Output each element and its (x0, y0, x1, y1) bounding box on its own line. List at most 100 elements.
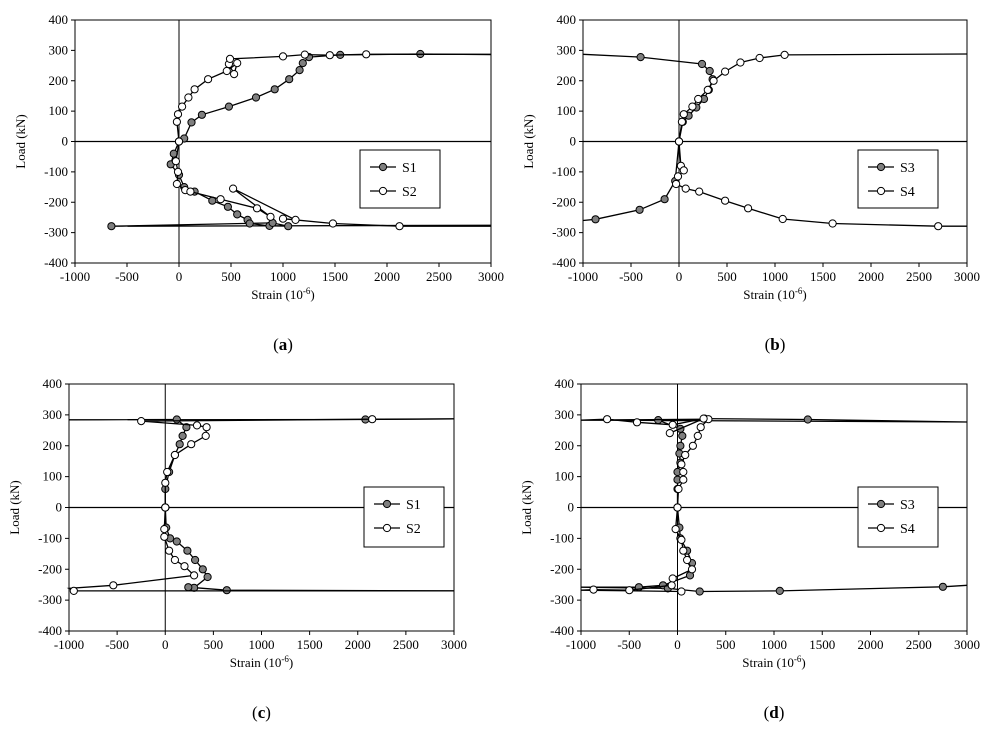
y-tick-label: 400 (555, 376, 575, 391)
data-point-s4 (679, 166, 688, 175)
panel-letter: a (279, 335, 288, 354)
data-point-s4 (688, 102, 697, 111)
data-point-s2 (178, 102, 187, 111)
y-tick-label: -400 (44, 255, 68, 270)
data-point-s2 (216, 195, 225, 204)
data-point-s1 (191, 555, 200, 565)
y-tick-label: 300 (49, 42, 69, 57)
data-point-s2 (174, 137, 184, 146)
data-point-s2 (204, 75, 213, 84)
data-point-s2 (230, 70, 239, 79)
data-point-s2 (160, 525, 169, 534)
y-tick-label: 100 (555, 469, 575, 484)
data-point-s1 (203, 572, 212, 582)
data-point-s2 (202, 423, 211, 432)
x-tick-label: 1000 (249, 637, 275, 652)
data-point-s4 (755, 53, 764, 63)
x-tick-label: 2000 (858, 637, 884, 652)
y-tick-label: -300 (44, 225, 68, 240)
series-line-s2 (176, 53, 491, 142)
legend-label: S1 (406, 498, 421, 513)
y-tick-label: -200 (552, 194, 576, 209)
data-point-s2 (187, 440, 196, 449)
y-tick-label: -400 (550, 623, 574, 638)
x-tick-label: 0 (162, 637, 169, 652)
x-tick-label: 0 (674, 637, 681, 652)
x-axis-label: Strain (10-6) (743, 286, 806, 302)
x-tick-label: 2000 (345, 637, 371, 652)
legend-label: S1 (402, 161, 417, 176)
data-point-s1 (295, 66, 304, 75)
legend-label: S3 (900, 161, 915, 176)
data-point-s1 (172, 537, 181, 546)
y-tick-label: -200 (550, 561, 574, 576)
y-tick-label: 300 (555, 407, 575, 422)
panel-label: (a) (273, 335, 293, 354)
data-point-s2 (163, 467, 172, 477)
data-point-s2 (180, 562, 189, 571)
y-tick-label: 100 (49, 103, 69, 118)
x-tick-label: -1000 (568, 269, 598, 284)
data-point-s2 (186, 187, 195, 196)
data-point-s3 (635, 205, 644, 214)
y-tick-label: -100 (38, 530, 62, 545)
data-point-s2 (291, 215, 300, 224)
legend-frame (359, 149, 441, 209)
data-point-s2 (190, 85, 199, 94)
legend-marker (876, 162, 886, 172)
legend-marker (876, 186, 886, 196)
data-point-s1 (270, 85, 279, 94)
x-axis-label-text: Strain (10 (743, 287, 795, 302)
data-point-s3 (938, 582, 948, 591)
y-tick-label: 400 (43, 376, 63, 391)
data-point-s1 (107, 222, 116, 231)
y-tick-label: -100 (550, 530, 574, 545)
y-tick-label: -400 (552, 255, 576, 270)
legend: S3 S4 (857, 486, 939, 548)
data-point-s1 (245, 219, 254, 228)
data-point-s4 (679, 110, 688, 119)
y-tick-label: -100 (44, 164, 68, 179)
panel-label: (c) (252, 703, 271, 722)
data-point-s4 (934, 222, 943, 231)
data-point-s2 (173, 110, 183, 119)
data-point-s4 (696, 423, 705, 432)
data-point-s3 (803, 415, 812, 424)
series-line-s4 (678, 53, 968, 142)
data-point-s1 (284, 222, 293, 231)
x-tick-label: 3000 (441, 637, 467, 652)
data-point-s4 (672, 179, 681, 189)
data-point-s1 (182, 423, 191, 432)
data-point-s2 (368, 415, 377, 424)
data-point-s2 (161, 478, 170, 487)
data-point-s2 (170, 450, 179, 460)
y-tick-label: -200 (44, 194, 68, 209)
x-axis-label-text: Strain (10 (230, 655, 282, 670)
x-axis-label: Strain (10-6) (742, 654, 805, 670)
data-point-s2 (325, 51, 334, 60)
data-point-s2 (172, 117, 181, 126)
legend: S3 S4 (857, 149, 939, 209)
x-tick-label: 3000 (954, 269, 980, 284)
y-tick-label: 100 (557, 103, 577, 118)
legend-label: S2 (406, 522, 421, 537)
data-point-s2 (184, 93, 193, 102)
data-point-s1 (222, 586, 231, 595)
y-tick-label: 300 (43, 407, 63, 422)
data-point-s1 (233, 210, 242, 219)
data-point-s4 (673, 503, 682, 512)
series-line-s4 (580, 417, 710, 508)
data-point-s2 (171, 157, 180, 166)
legend-marker (876, 499, 886, 509)
x-axis-label: Strain (10-6) (251, 286, 314, 302)
data-point-s3 (697, 59, 707, 69)
x-tick-label: 2500 (393, 637, 419, 652)
data-point-s4 (674, 137, 684, 146)
x-axis-label-end: ) (289, 655, 293, 670)
data-point-s2 (192, 421, 202, 430)
data-point-s4 (688, 441, 698, 450)
y-tick-label: 200 (555, 438, 575, 453)
